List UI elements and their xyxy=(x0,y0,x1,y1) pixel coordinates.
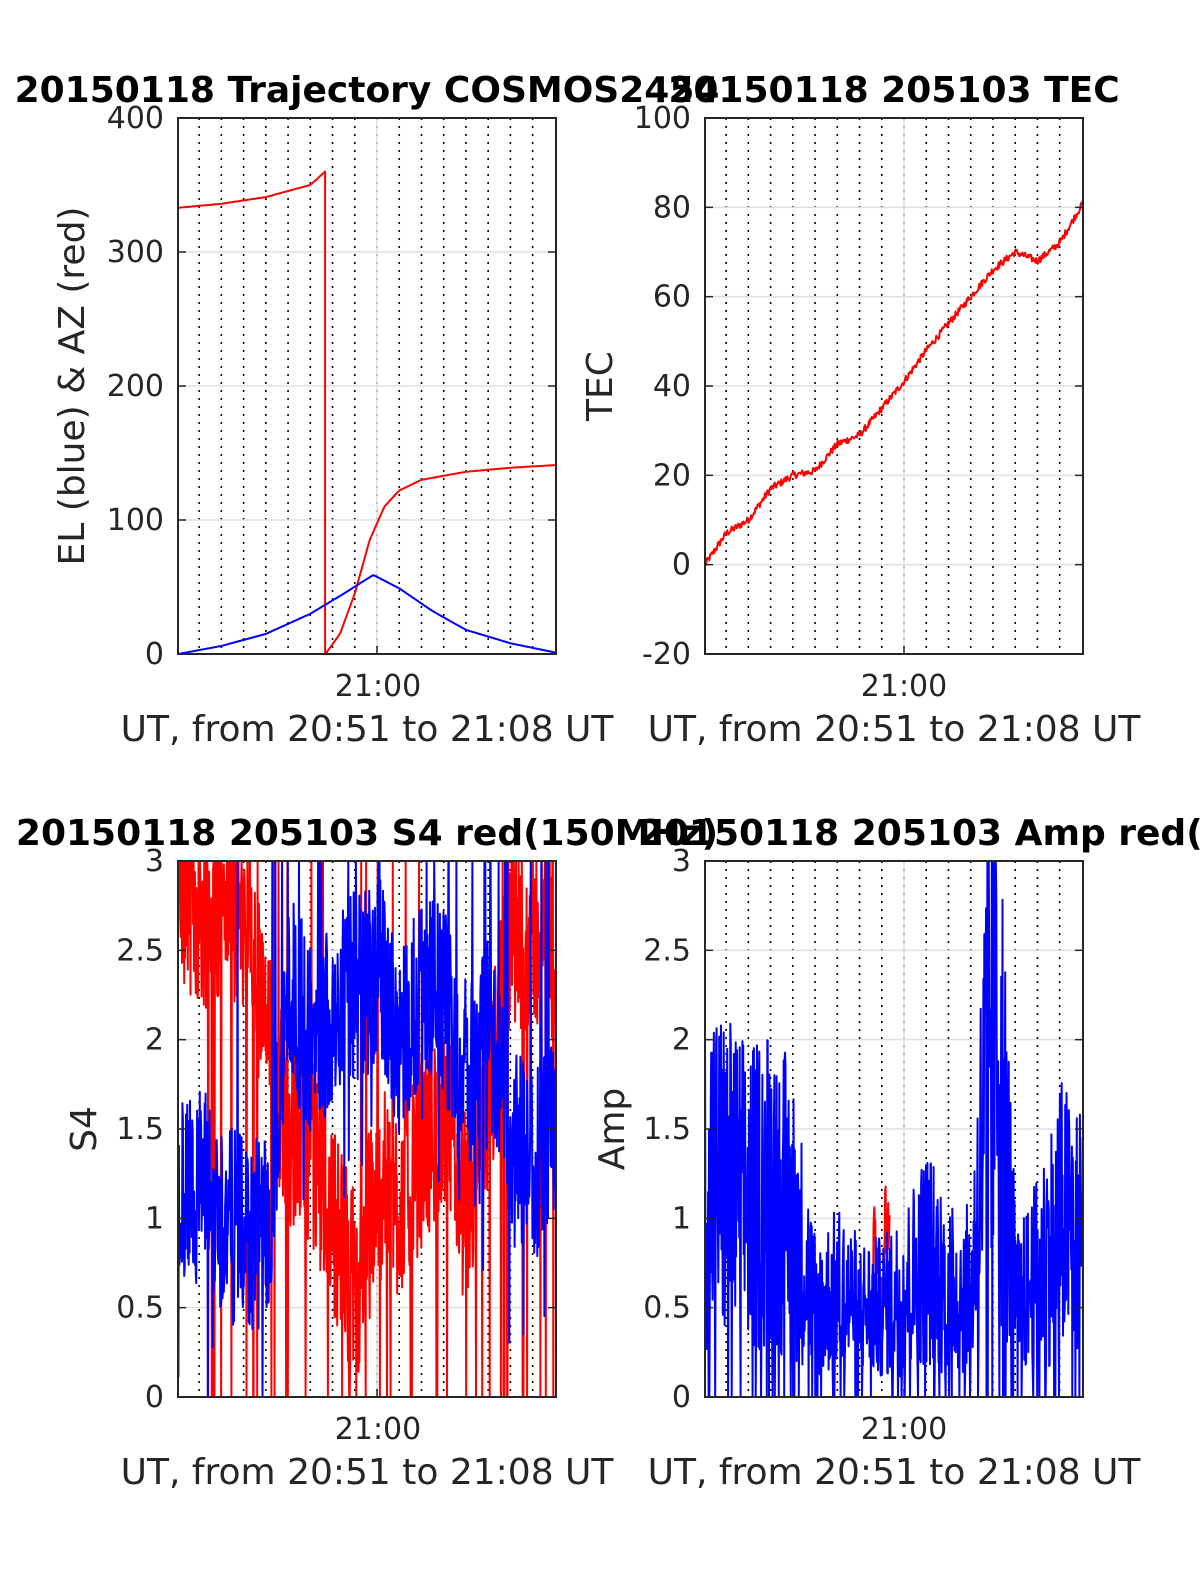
panel-title: 20150118 205103 TEC xyxy=(668,70,1119,111)
y-ticks: 0 0.5 1 1.5 2 2.5 3 xyxy=(116,844,556,1415)
y-tick-label: 300 xyxy=(107,235,164,270)
y-tick-label: 40 xyxy=(653,369,691,404)
y-tick-label: 1.5 xyxy=(116,1112,164,1147)
y-tick-label: 1 xyxy=(145,1201,164,1236)
y-tick-label: 80 xyxy=(653,190,691,225)
series-line-red xyxy=(704,200,1084,566)
y-tick-label: 400 xyxy=(107,101,164,136)
major-grid xyxy=(178,118,556,654)
y-tick-label: 3 xyxy=(145,844,164,879)
series-group xyxy=(704,200,1084,566)
y-tick-label: 2 xyxy=(672,1023,691,1058)
series-line-blue xyxy=(177,860,557,1398)
y-ticks: 0 0.5 1 1.5 2 2.5 3 xyxy=(643,844,1083,1415)
series-group xyxy=(177,860,557,1398)
y-tick-label: 0.5 xyxy=(116,1291,164,1326)
y-tick-label: 0 xyxy=(672,1380,691,1415)
s4-panel: 0 0.5 1 1.5 2 2.5 3 21:00 UT, from 20:51 to 21… xyxy=(16,813,718,1493)
panel-title: 20150118 205103 Amp red(150MHz) xyxy=(639,813,1200,854)
series-group xyxy=(177,170,557,655)
y-tick-label: 60 xyxy=(653,280,691,315)
y-axis-label: EL (blue) & AZ (red) xyxy=(52,207,93,566)
y-tick-label: 0.5 xyxy=(643,1291,691,1326)
x-tick-label: 21:00 xyxy=(861,669,947,704)
series-line-blue xyxy=(704,860,1084,1398)
y-tick-label: -20 xyxy=(642,637,691,672)
y-tick-label: 1 xyxy=(672,1201,691,1236)
y-tick-label: 100 xyxy=(634,101,691,136)
x-tick-label: 21:00 xyxy=(335,669,421,704)
y-ticks: -20 0 20 40 60 80 100 xyxy=(634,101,1083,672)
y-tick-label: 100 xyxy=(107,503,164,538)
y-axis-label: S4 xyxy=(64,1106,105,1152)
y-tick-label: 2 xyxy=(145,1023,164,1058)
x-axis-label: UT, from 20:51 to 21:08 UT xyxy=(121,709,615,750)
x-tick-label: 21:00 xyxy=(335,1412,421,1447)
series-group xyxy=(704,860,1084,1398)
panel-title: 20150118 205103 S4 red(150MHz) xyxy=(16,813,718,854)
y-tick-label: 2.5 xyxy=(116,933,164,968)
series-line-red xyxy=(177,170,556,655)
y-tick-label: 3 xyxy=(672,844,691,879)
y-tick-label: 200 xyxy=(107,369,164,404)
y-axis-label: Amp xyxy=(592,1088,633,1171)
x-axis-label: UT, from 20:51 to 21:08 UT xyxy=(648,1452,1142,1493)
x-axis-label: UT, from 20:51 to 21:08 UT xyxy=(648,709,1142,750)
y-axis-label: TEC xyxy=(580,351,621,422)
x-axis-label: UT, from 20:51 to 21:08 UT xyxy=(121,1452,615,1493)
amp-panel: 0 0.5 1 1.5 2 2.5 3 21:00 UT, from 20:51 to 21… xyxy=(592,813,1200,1493)
y-tick-label: 1.5 xyxy=(643,1112,691,1147)
y-tick-label: 2.5 xyxy=(643,933,691,968)
y-ticks: 0 100 200 300 400 xyxy=(107,101,556,672)
y-tick-label: 20 xyxy=(653,458,691,493)
y-tick-label: 0 xyxy=(672,548,691,583)
y-tick-label: 0 xyxy=(145,1380,164,1415)
y-tick-label: 0 xyxy=(145,637,164,672)
tec-panel: -20 0 20 40 60 80 100 21:00 UT, from 20:51 to … xyxy=(580,70,1141,750)
panel-title: 20150118 Trajectory COSMOS2454 xyxy=(15,70,720,111)
series-line-blue xyxy=(177,574,557,655)
x-tick-label: 21:00 xyxy=(861,1412,947,1447)
